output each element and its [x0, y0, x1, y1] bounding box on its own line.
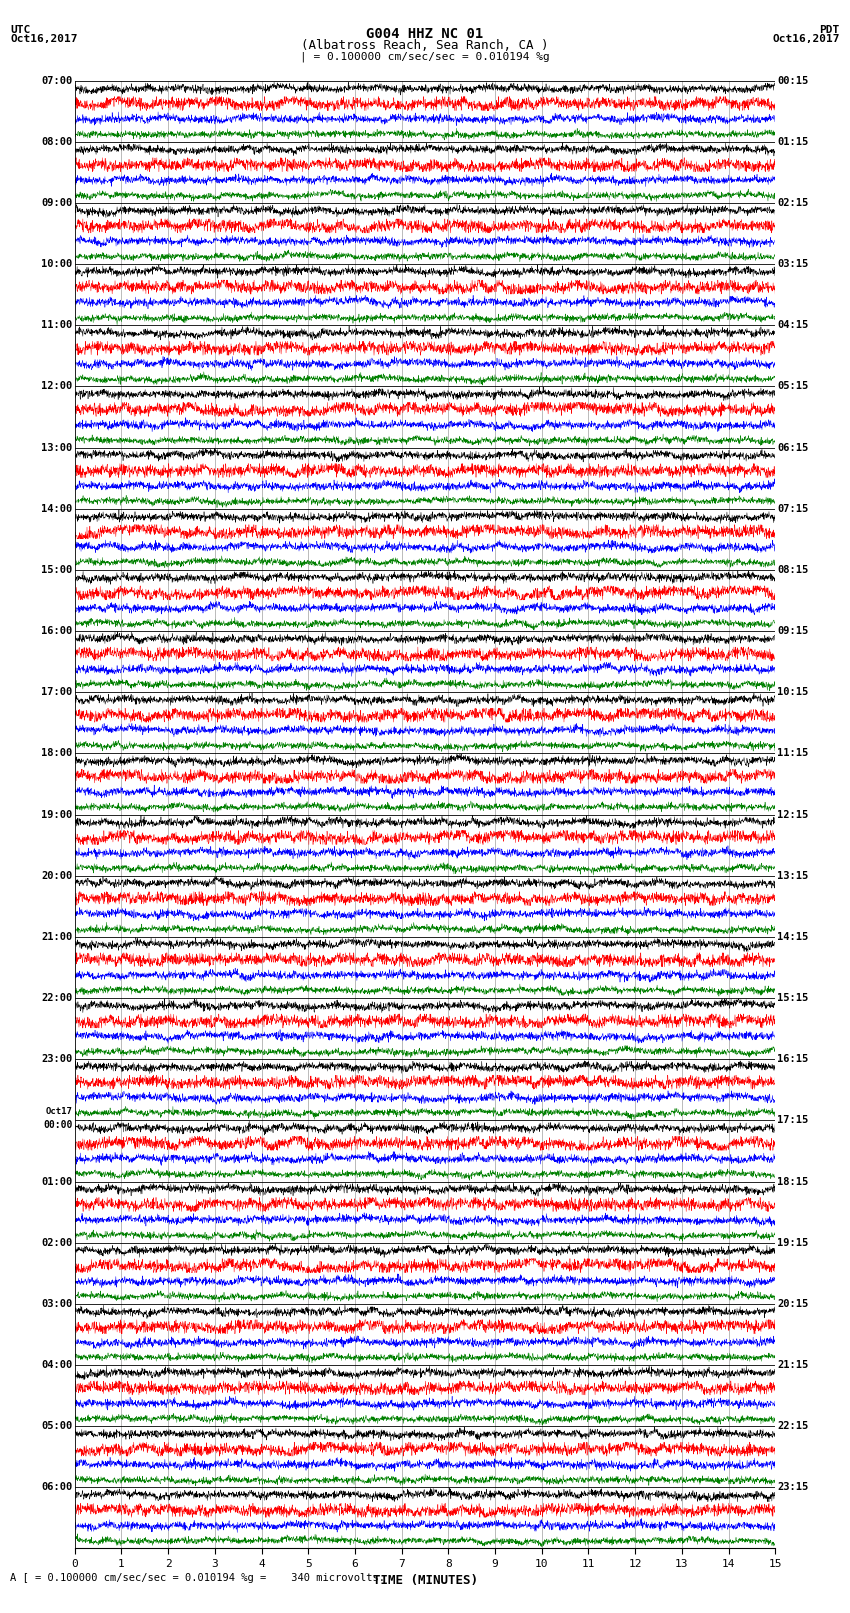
Text: 01:00: 01:00	[42, 1176, 73, 1187]
Text: (Albatross Reach, Sea Ranch, CA ): (Albatross Reach, Sea Ranch, CA )	[301, 39, 549, 52]
Text: 00:00: 00:00	[43, 1121, 73, 1131]
Text: 17:00: 17:00	[42, 687, 73, 697]
Text: 02:00: 02:00	[42, 1237, 73, 1248]
Text: 10:00: 10:00	[42, 260, 73, 269]
Text: 02:15: 02:15	[777, 198, 808, 208]
Text: 19:15: 19:15	[777, 1237, 808, 1248]
Text: Oct17: Oct17	[46, 1107, 73, 1116]
Text: 07:00: 07:00	[42, 76, 73, 85]
Text: 18:00: 18:00	[42, 748, 73, 758]
Text: Oct16,2017: Oct16,2017	[10, 34, 77, 44]
Text: Oct16,2017: Oct16,2017	[773, 34, 840, 44]
Text: UTC: UTC	[10, 24, 31, 35]
Text: 09:15: 09:15	[777, 626, 808, 636]
Text: 20:15: 20:15	[777, 1298, 808, 1308]
Text: 11:15: 11:15	[777, 748, 808, 758]
Text: 08:15: 08:15	[777, 565, 808, 574]
Text: 16:00: 16:00	[42, 626, 73, 636]
Text: 12:00: 12:00	[42, 381, 73, 392]
Text: 22:00: 22:00	[42, 994, 73, 1003]
Text: 08:00: 08:00	[42, 137, 73, 147]
Text: 14:15: 14:15	[777, 932, 808, 942]
Text: 00:15: 00:15	[777, 76, 808, 85]
Text: 07:15: 07:15	[777, 503, 808, 515]
Text: 19:00: 19:00	[42, 810, 73, 819]
Text: 21:00: 21:00	[42, 932, 73, 942]
Text: 05:00: 05:00	[42, 1421, 73, 1431]
Text: 20:00: 20:00	[42, 871, 73, 881]
X-axis label: TIME (MINUTES): TIME (MINUTES)	[372, 1574, 478, 1587]
Text: 22:15: 22:15	[777, 1421, 808, 1431]
Text: 23:15: 23:15	[777, 1482, 808, 1492]
Text: 15:00: 15:00	[42, 565, 73, 574]
Text: 23:00: 23:00	[42, 1055, 73, 1065]
Text: 18:15: 18:15	[777, 1176, 808, 1187]
Text: 05:15: 05:15	[777, 381, 808, 392]
Text: 01:15: 01:15	[777, 137, 808, 147]
Text: A [ = 0.100000 cm/sec/sec = 0.010194 %g =    340 microvolts.: A [ = 0.100000 cm/sec/sec = 0.010194 %g …	[10, 1573, 385, 1582]
Text: 12:15: 12:15	[777, 810, 808, 819]
Text: 04:15: 04:15	[777, 321, 808, 331]
Text: 03:15: 03:15	[777, 260, 808, 269]
Text: 14:00: 14:00	[42, 503, 73, 515]
Text: 15:15: 15:15	[777, 994, 808, 1003]
Text: 06:00: 06:00	[42, 1482, 73, 1492]
Text: PDT: PDT	[819, 24, 840, 35]
Text: 13:15: 13:15	[777, 871, 808, 881]
Text: 04:00: 04:00	[42, 1360, 73, 1369]
Text: 06:15: 06:15	[777, 442, 808, 453]
Text: 11:00: 11:00	[42, 321, 73, 331]
Text: 13:00: 13:00	[42, 442, 73, 453]
Text: 03:00: 03:00	[42, 1298, 73, 1308]
Text: 16:15: 16:15	[777, 1055, 808, 1065]
Text: | = 0.100000 cm/sec/sec = 0.010194 %g: | = 0.100000 cm/sec/sec = 0.010194 %g	[300, 52, 550, 63]
Text: G004 HHZ NC 01: G004 HHZ NC 01	[366, 27, 484, 40]
Text: 10:15: 10:15	[777, 687, 808, 697]
Text: 21:15: 21:15	[777, 1360, 808, 1369]
Text: 09:00: 09:00	[42, 198, 73, 208]
Text: 17:15: 17:15	[777, 1115, 808, 1126]
